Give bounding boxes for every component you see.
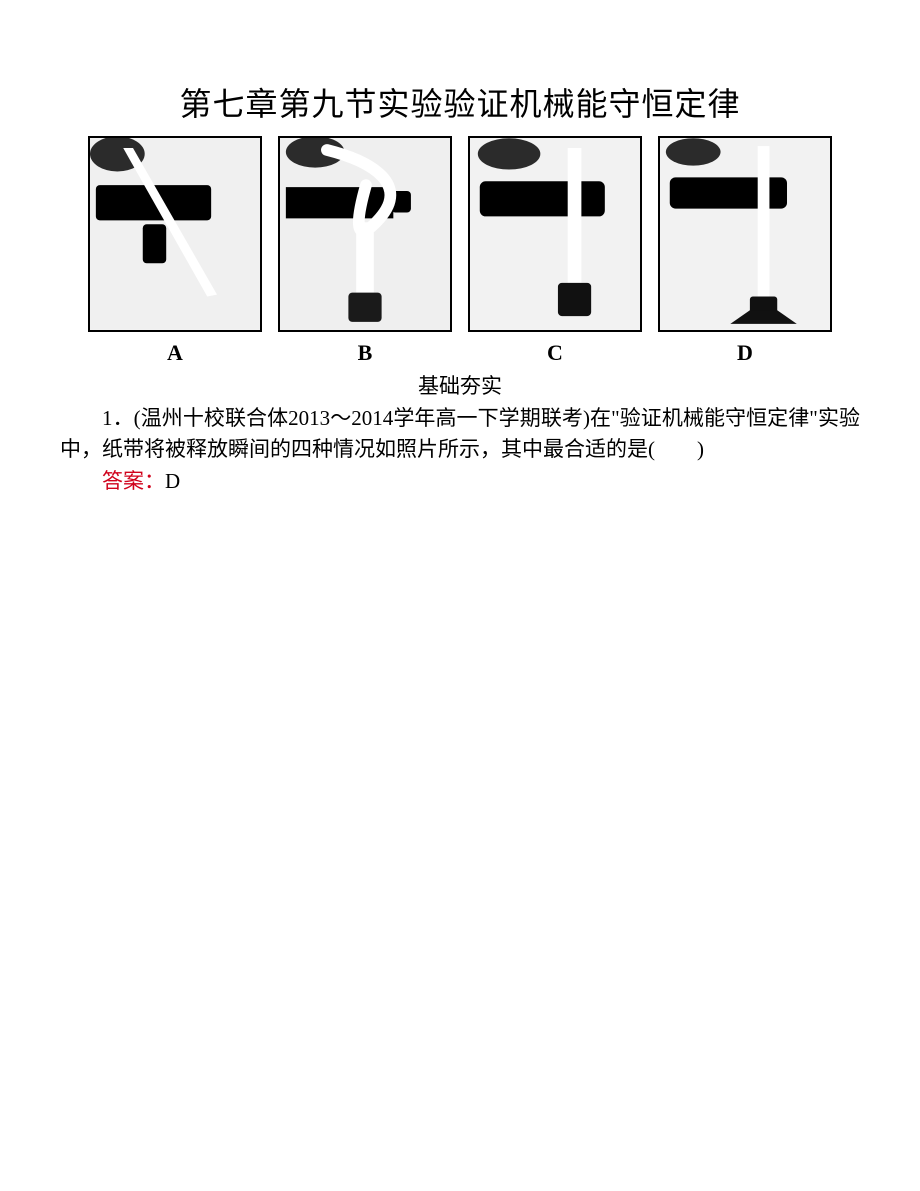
- chapter-title: 第七章第九节实验验证机械能守恒定律: [60, 80, 860, 128]
- question-1: 1．(温州十校联合体2013～2014学年高一下学期联考)在"验证机械能守恒定律…: [60, 403, 860, 466]
- figure-d: D: [654, 136, 836, 369]
- section-heading: 基础夯实: [60, 371, 860, 403]
- figure-a-label: A: [167, 336, 183, 369]
- figure-d-image: [658, 136, 832, 332]
- question-number: 1．: [102, 406, 134, 430]
- figure-b: B: [274, 136, 456, 369]
- figure-c-label: C: [547, 336, 563, 369]
- figure-d-label: D: [737, 336, 753, 369]
- figure-c: C: [464, 136, 646, 369]
- question-year-range: 2013～2014: [288, 406, 393, 430]
- figure-row: A B: [84, 136, 836, 369]
- figure-a: A: [84, 136, 266, 369]
- question-source-prefix: (温州十校联合体: [134, 406, 289, 430]
- figure-b-label: B: [358, 336, 373, 369]
- answer-line: 答案：D: [60, 466, 860, 498]
- figure-b-image: [278, 136, 452, 332]
- question-source-suffix: 学年高一下学期联考): [393, 406, 590, 430]
- answer-value: D: [165, 469, 180, 493]
- figure-a-image: [88, 136, 262, 332]
- figure-c-image: [468, 136, 642, 332]
- answer-label: 答案：: [102, 469, 165, 493]
